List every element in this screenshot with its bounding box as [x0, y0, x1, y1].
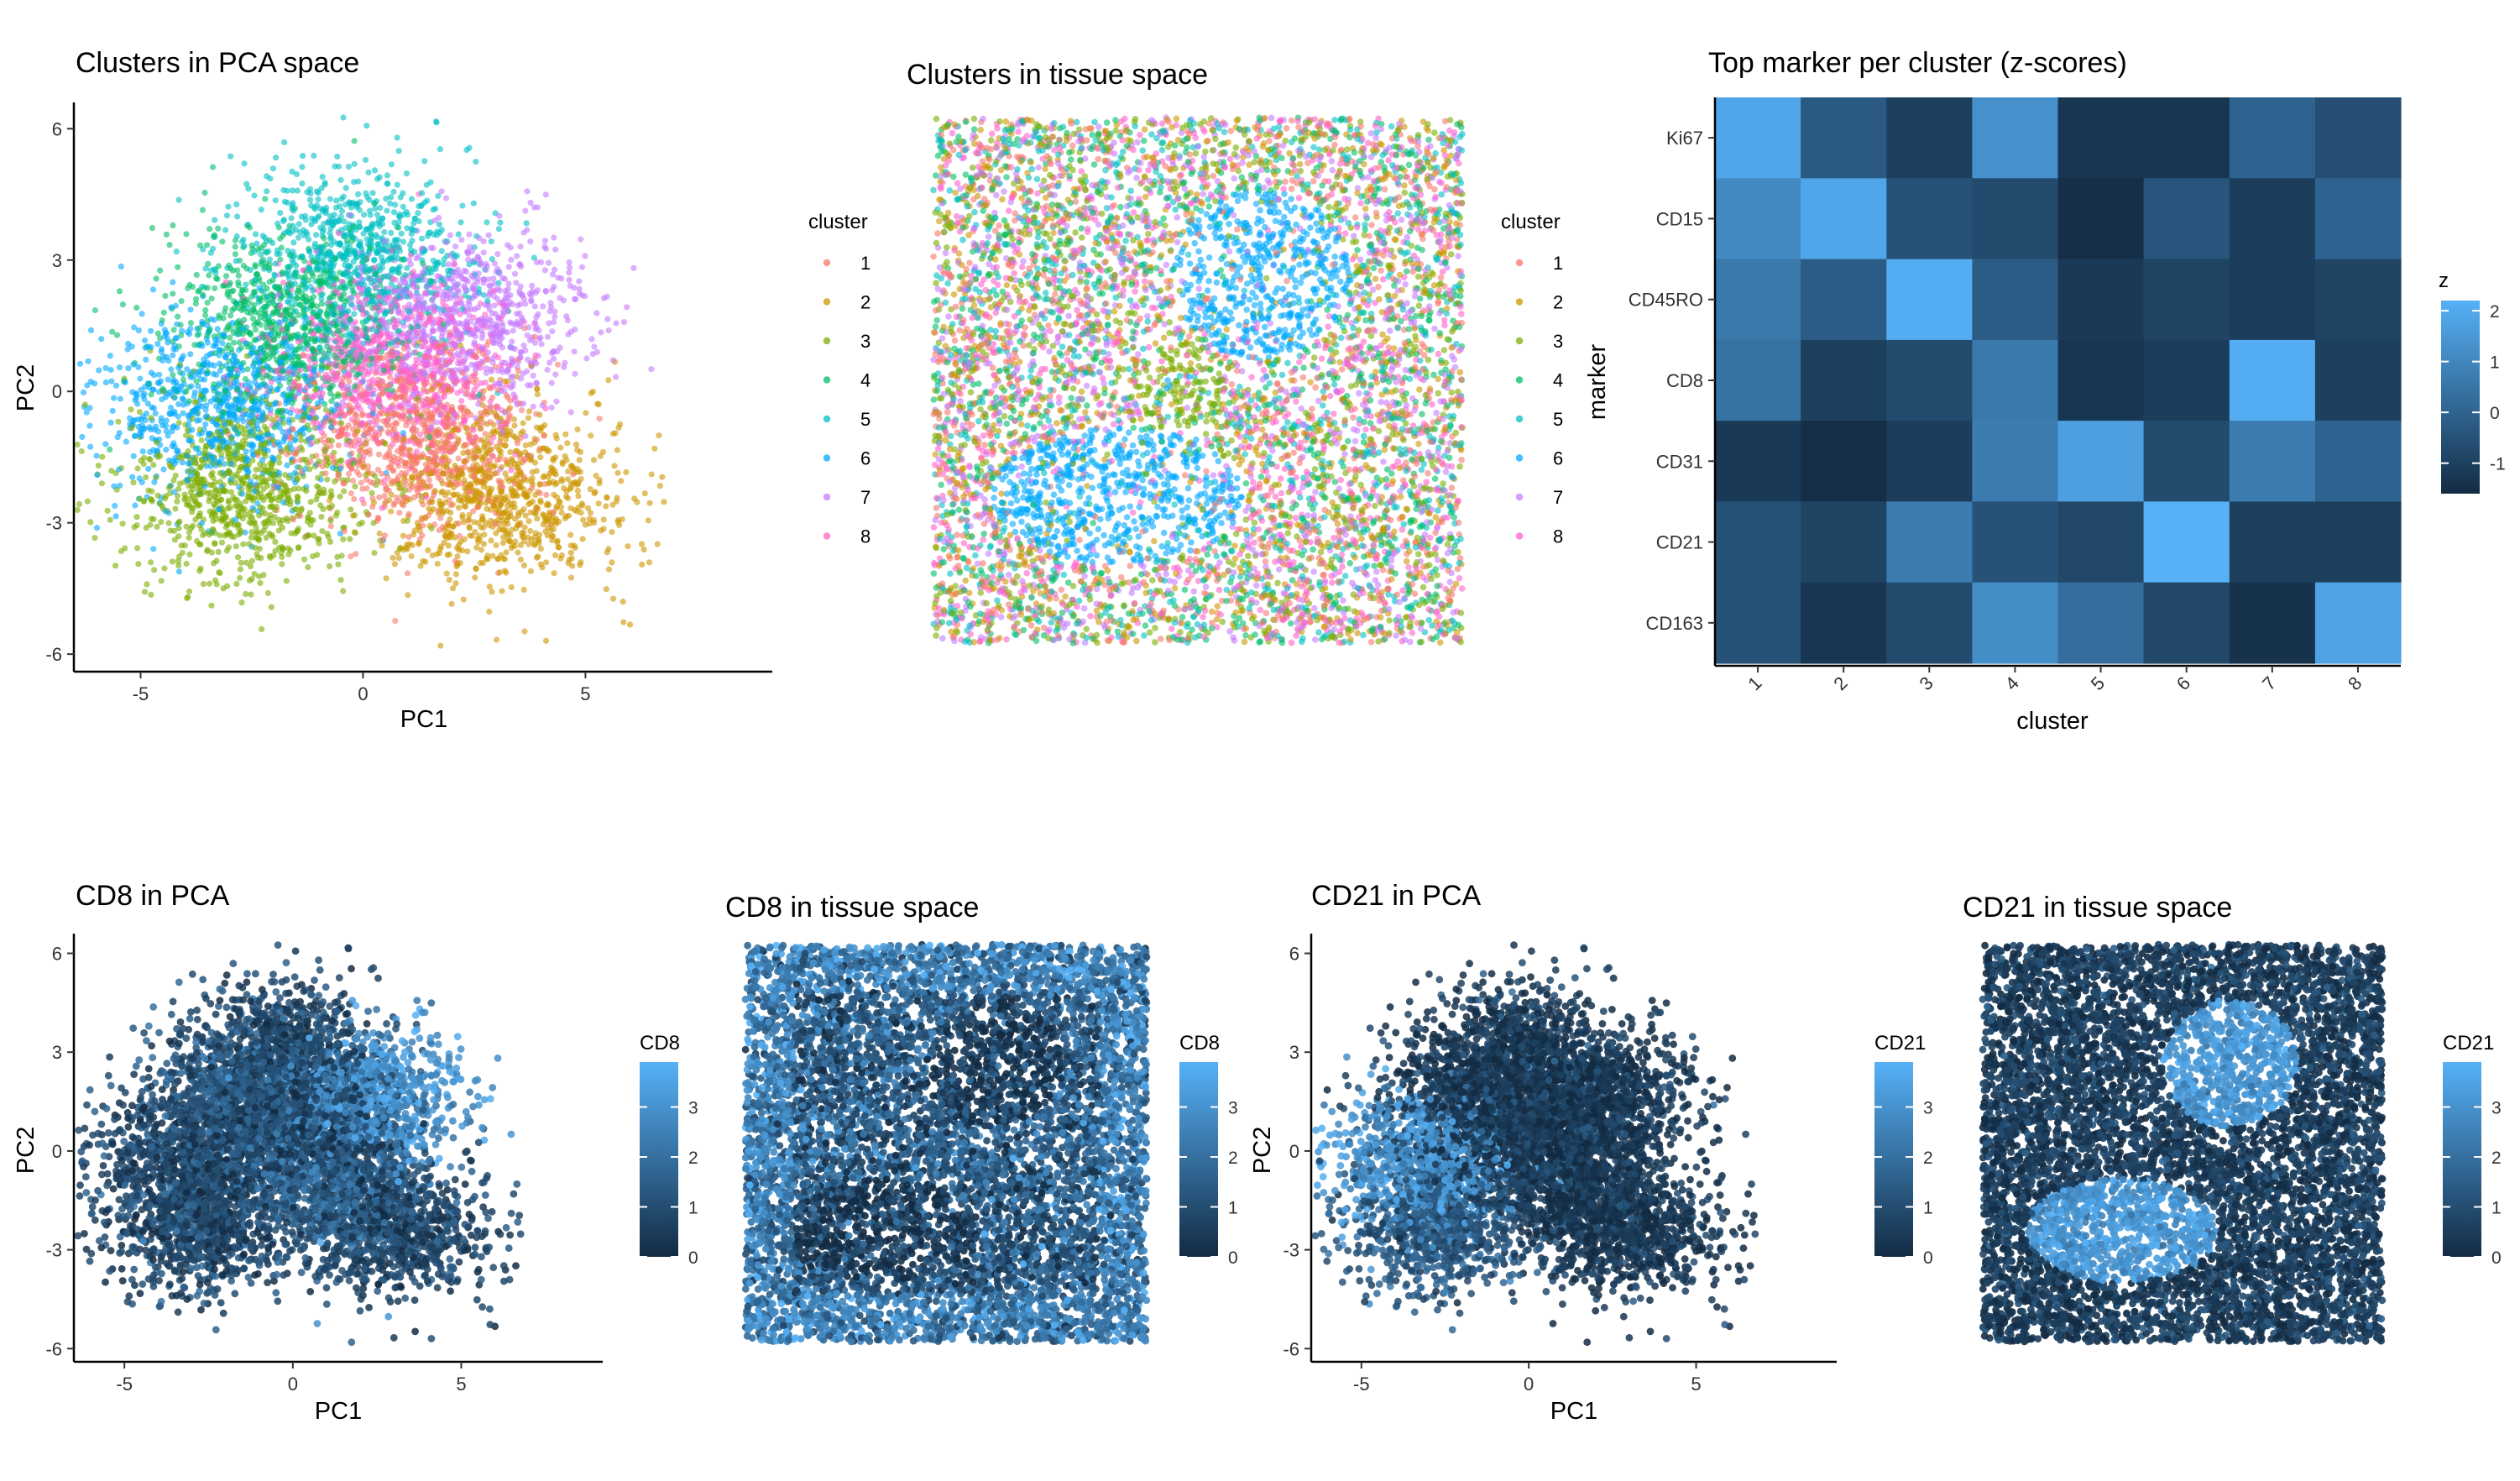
- data-point: [395, 463, 401, 468]
- data-point: [543, 559, 549, 565]
- data-point: [489, 238, 494, 244]
- data-point: [347, 536, 353, 542]
- data-point: [273, 197, 279, 203]
- data-point: [170, 222, 175, 228]
- data-point: [392, 618, 398, 624]
- data-point: [370, 190, 376, 196]
- data-point: [134, 545, 140, 551]
- data-point: [175, 314, 180, 320]
- data-point: [484, 219, 489, 225]
- data-point: [642, 490, 648, 496]
- data-point: [162, 293, 168, 299]
- data-point: [552, 371, 558, 377]
- data-point: [494, 251, 500, 257]
- chart-title: Clusters in PCA space: [76, 47, 359, 79]
- data-point: [201, 190, 207, 196]
- figure-canvas: Clusters in PCA space -5 0 5-6-3036 PC1 PC…: [0, 0, 2520, 1481]
- data-point: [574, 427, 580, 432]
- data-point: [525, 415, 531, 421]
- data-point: [365, 170, 371, 175]
- data-point: [148, 592, 154, 598]
- data-point: [488, 537, 494, 543]
- scatter-points: [75, 114, 667, 648]
- data-point: [537, 498, 543, 504]
- data-point: [648, 366, 654, 372]
- data-point: [452, 243, 458, 249]
- data-point: [578, 476, 584, 482]
- data-point: [299, 181, 305, 186]
- data-point: [284, 578, 290, 584]
- data-point: [301, 557, 307, 563]
- data-point: [539, 341, 545, 347]
- data-point: [527, 528, 533, 534]
- data-point: [94, 453, 100, 458]
- data-point: [139, 311, 144, 317]
- data-point: [128, 406, 133, 412]
- data-point: [257, 580, 263, 586]
- data-point: [135, 561, 141, 567]
- data-point: [153, 411, 159, 416]
- data-point: [207, 581, 212, 587]
- data-point: [142, 338, 148, 343]
- data-point: [552, 314, 557, 320]
- data-point: [227, 154, 233, 160]
- data-point: [148, 559, 154, 565]
- data-point: [437, 146, 443, 152]
- data-point: [311, 153, 316, 159]
- data-point: [549, 380, 555, 386]
- data-point: [176, 197, 182, 203]
- data-point: [144, 581, 149, 587]
- data-point: [606, 327, 612, 333]
- data-point: [639, 562, 645, 568]
- data-point: [167, 242, 173, 248]
- data-point: [168, 366, 174, 372]
- data-point: [133, 514, 139, 520]
- data-point: [201, 581, 207, 587]
- data-point: [324, 477, 330, 483]
- data-point: [132, 502, 138, 508]
- data-point: [222, 227, 228, 233]
- data-point: [399, 231, 405, 237]
- data-point: [160, 466, 166, 472]
- data-point: [355, 191, 361, 197]
- data-point: [396, 148, 402, 154]
- data-point: [564, 440, 570, 446]
